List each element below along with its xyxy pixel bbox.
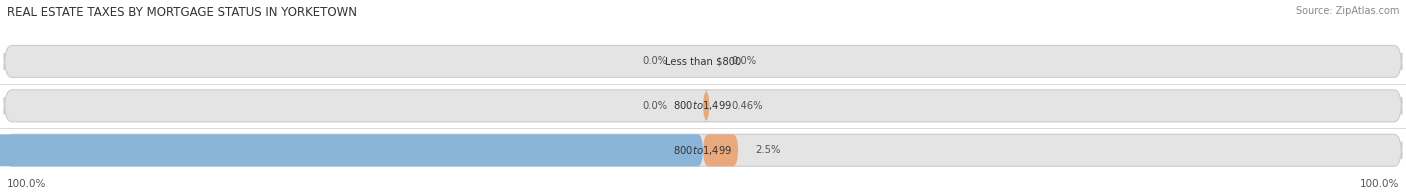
Text: 0.0%: 0.0% [731,56,756,66]
Text: 0.46%: 0.46% [731,101,762,111]
FancyBboxPatch shape [4,90,1402,122]
FancyBboxPatch shape [0,134,703,166]
Text: REAL ESTATE TAXES BY MORTGAGE STATUS IN YORKETOWN: REAL ESTATE TAXES BY MORTGAGE STATUS IN … [7,6,357,19]
Text: $800 to $1,499: $800 to $1,499 [673,99,733,112]
Text: 0.0%: 0.0% [643,101,668,111]
FancyBboxPatch shape [703,90,710,122]
Text: $800 to $1,499: $800 to $1,499 [673,144,733,157]
Text: Less than $800: Less than $800 [665,56,741,66]
FancyBboxPatch shape [4,134,1402,166]
Text: 100.0%: 100.0% [7,179,46,189]
FancyBboxPatch shape [4,45,1402,77]
Text: Source: ZipAtlas.com: Source: ZipAtlas.com [1295,6,1399,16]
Text: 0.0%: 0.0% [643,56,668,66]
FancyBboxPatch shape [703,134,738,166]
Text: 2.5%: 2.5% [755,145,780,155]
Text: 100.0%: 100.0% [1360,179,1399,189]
